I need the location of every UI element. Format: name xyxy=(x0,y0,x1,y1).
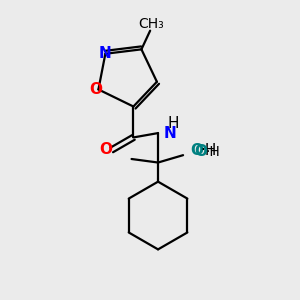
Text: ·H: ·H xyxy=(200,143,216,158)
Text: O: O xyxy=(99,142,112,158)
Text: O: O xyxy=(90,82,103,97)
Text: O: O xyxy=(194,144,207,159)
Text: N: N xyxy=(99,46,112,61)
Text: H: H xyxy=(167,116,178,131)
Text: N: N xyxy=(163,126,176,141)
Text: ·H: ·H xyxy=(205,145,220,159)
Text: CH₃: CH₃ xyxy=(139,17,164,31)
Text: O: O xyxy=(190,143,203,158)
